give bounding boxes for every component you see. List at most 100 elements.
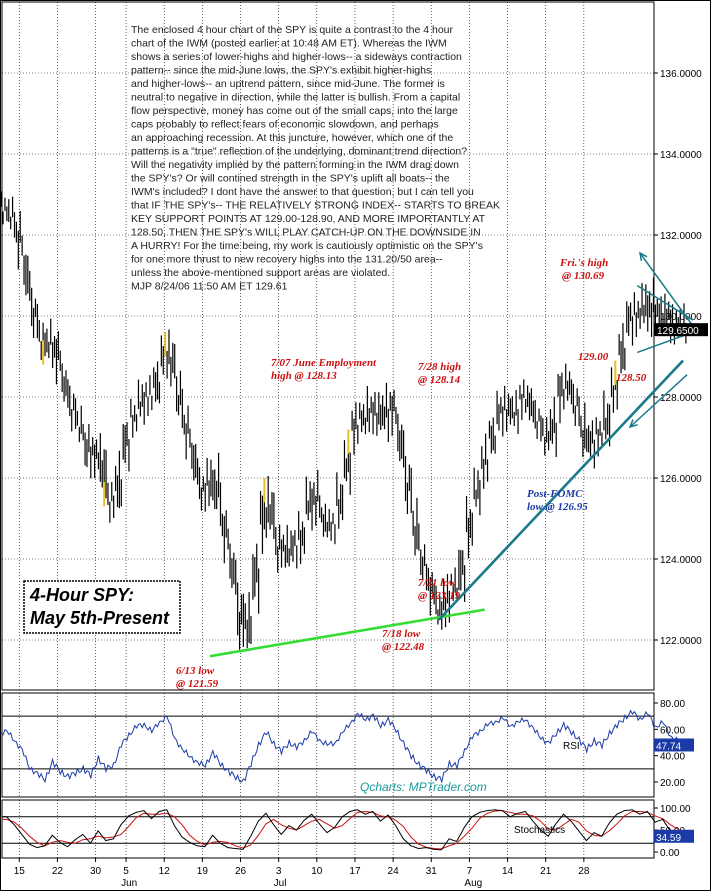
price-gridlines [2, 2, 654, 690]
svg-text:129.6500: 129.6500 [657, 326, 699, 337]
commentary-line: 128.50, THEN THE SPY's WILL PLAY CATCH-U… [131, 227, 481, 239]
title-box: 4-Hour SPY: May 5th-Present [23, 580, 181, 634]
month-label: Jun [121, 878, 137, 889]
rsi-series [0, 709, 686, 784]
rsi-y-tick-label: 40.00 [660, 752, 685, 763]
stochastics-series [1, 809, 686, 851]
month-label: Aug [464, 878, 482, 889]
x-tick-label: 7 [467, 866, 473, 877]
teal-uptrend-trendline [437, 359, 684, 621]
commentary-line: neutral to negative in direction, while … [131, 92, 460, 104]
price-y-tick-label: 134.0000 [660, 150, 702, 161]
annotation-721-low-2: @ 123.19 [418, 590, 461, 602]
stochastics-y-tick-label: 0.00 [660, 848, 680, 859]
month-label: Jul [274, 878, 287, 889]
rsi-label: RSI [563, 741, 580, 752]
x-axis: 15 22 30 5 12 19 26 3 10 17 24 31 7 14 21 28 Jun Jul Aug [14, 858, 590, 889]
stochastics-last-label: 34.59 [654, 829, 694, 844]
commentary-line: the SPY's? Or will contined strength in … [131, 173, 450, 185]
svg-text:47.74: 47.74 [656, 741, 681, 752]
stochastics-d-line [1, 810, 686, 850]
annotation-post-fomc-2: low @ 126.95 [527, 501, 588, 513]
x-tick-label: 30 [90, 866, 102, 877]
annotation-728-high-1: 7/28 high [418, 361, 461, 373]
commentary-line: caps probably to reflect fears of econom… [131, 119, 439, 131]
breakdown-arrow-head [628, 419, 638, 429]
breakout-up-arrow-head [638, 251, 648, 262]
rsi-line [0, 709, 686, 784]
price-y-tick-label: 126.0000 [660, 474, 702, 485]
commentary-line: pattern-- since the mid-June lows, the S… [131, 65, 431, 77]
annotation-129: 129.00 [578, 351, 609, 363]
stochastics-label: Stochastics [514, 825, 565, 836]
commentary-line: that IF THE SPY's-- THE RELATIVELY STRON… [131, 200, 500, 212]
x-tick-label: 3 [276, 866, 282, 877]
price-y-tick-label: 122.0000 [660, 636, 702, 647]
price-y-tick-label: 136.0000 [660, 69, 702, 80]
annotation-728-high-2: @ 128.14 [418, 374, 461, 386]
title-line-1: 4-Hour SPY: [29, 585, 134, 605]
annotation-613-low-2: @ 121.59 [176, 678, 219, 690]
stochastics-k-line [1, 809, 686, 851]
price-series [0, 191, 687, 650]
commentary-line: flow perspective, money has come out of … [131, 105, 458, 117]
watermark: Qcharts: MPTrader.com [360, 780, 487, 794]
x-tick-label: 17 [349, 866, 361, 877]
x-tick-label: 15 [14, 866, 26, 877]
commentary-text: The enclosed 4 hour chart of the SPY is … [131, 24, 500, 293]
annotation-fri-high-2: @ 130.69 [562, 270, 605, 282]
annotation-718-low-2: @ 122.48 [382, 641, 425, 653]
commentary-line: an approaching recession. At this junctu… [131, 132, 453, 144]
commentary-line: and higher-lows-- an uptrend pattern, si… [131, 78, 445, 90]
x-tick-label: 31 [426, 866, 438, 877]
x-tick-label: 19 [197, 866, 209, 877]
x-tick-label: 28 [578, 866, 590, 877]
rsi-y-tick-label: 60.00 [660, 725, 685, 736]
annotation-128-50: 128.50 [616, 372, 647, 384]
price-panel [1, 1, 655, 691]
breakout-up-arrow [639, 252, 694, 327]
commentary-line: The enclosed 4 hour chart of the SPY is … [131, 24, 454, 36]
annotation-718-low-1: 7/18 low [382, 628, 421, 640]
stochastics-y-tick-label: 100.00 [660, 804, 691, 815]
price-y-tick-label: 128.0000 [660, 393, 702, 404]
green-support-trendline [209, 608, 485, 658]
annotation-june-employment-1: 7/07 June Employment [271, 357, 377, 369]
rsi-last-label: 47.74 [654, 738, 694, 752]
x-tick-label: 26 [235, 866, 247, 877]
breakdown-arrow [629, 374, 688, 428]
price-y-tick-label: 132.0000 [660, 231, 702, 242]
x-tick-label: 24 [388, 866, 400, 877]
commentary-line: MJP 8/24/06 11:50 AM ET 129.61 [131, 281, 288, 293]
price-y-tick-label: 130.0000 [660, 312, 702, 323]
rsi-gridlines [2, 693, 654, 797]
commentary-line: KEY SUPPORT POINTS AT 129.00-128.90, AND… [131, 213, 486, 225]
annotations: Fri.'s high @ 130.69 129.00 128.50 7/07 … [176, 257, 647, 690]
x-tick-label: 22 [52, 866, 64, 877]
x-tick-label: 21 [540, 866, 552, 877]
x-tick-label: 12 [159, 866, 171, 877]
x-tick-label: 10 [311, 866, 323, 877]
commentary-line: patterns is a "true" reflection of the u… [131, 146, 467, 158]
annotation-721-low-1: 7/21 low [418, 577, 457, 589]
annotation-fri-high-1: Fri.'s high [559, 257, 608, 269]
commentary-line: for one more thrust to new recovery high… [131, 254, 443, 266]
annotation-post-fomc-1: Post-FOMC [527, 488, 583, 500]
commentary-line: Will the negativity implied by the patte… [131, 159, 459, 171]
svg-text:34.59: 34.59 [656, 833, 681, 844]
x-tick-label: 14 [502, 866, 514, 877]
title-line-2: May 5th-Present [30, 608, 170, 628]
trendlines [209, 251, 694, 658]
stochastics-panel [1, 799, 655, 859]
x-tick-label: 5 [123, 866, 129, 877]
annotation-613-low-1: 6/13 low [176, 665, 215, 677]
commentary-line: IWM's included? I dont have the answer t… [131, 186, 474, 198]
rsi-y-tick-label: 20.00 [660, 778, 685, 789]
commentary-line: shows a series of lower-highs and higher… [131, 51, 462, 63]
stochastics-gridlines [2, 800, 654, 858]
commentary-line: unless the above-mentioned support areas… [131, 267, 390, 279]
price-y-tick-label: 124.0000 [660, 555, 702, 566]
rsi-y-tick-label: 80.00 [660, 699, 685, 710]
rsi-y-axis: 80.00 60.00 40.00 20.00 [654, 699, 685, 789]
